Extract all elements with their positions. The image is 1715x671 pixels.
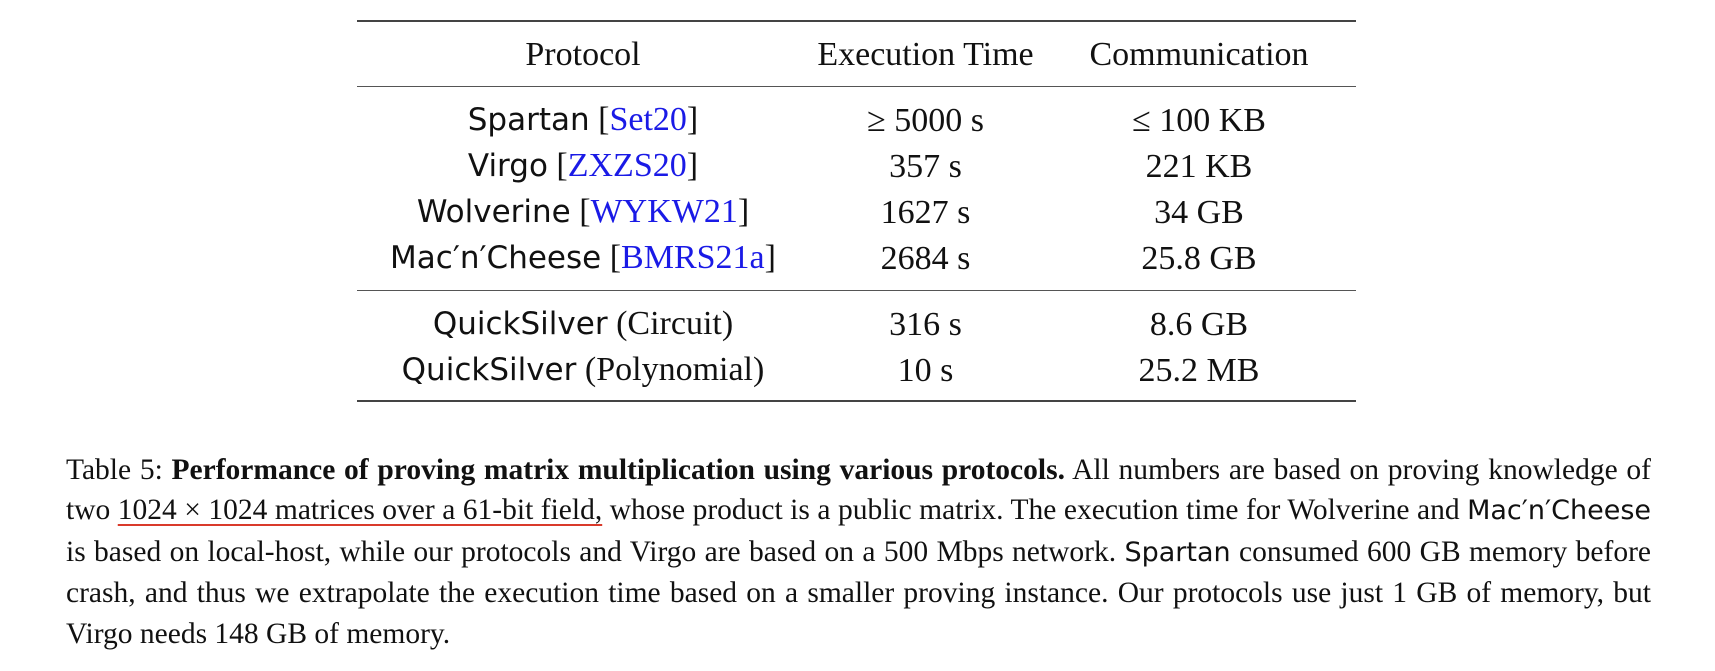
protocol-name: Spartan — [467, 102, 590, 138]
table-group-baselines: Spartan [Set20] ≥ 5000 s ≤ 100 KB Virgo … — [357, 87, 1356, 291]
caption-text: whose product is a public matrix. The ex… — [609, 494, 1281, 526]
time-cell: 1627 s — [880, 193, 971, 231]
protocol-name: Mac′n′Cheese — [390, 240, 602, 276]
time-cell: 2684 s — [880, 239, 971, 277]
comm-cell: 25.8 GB — [1141, 239, 1257, 277]
caption-text: is based on local-host, while our protoc… — [66, 535, 1117, 568]
comm-cell: 8.6 GB — [1042, 290, 1356, 347]
citation-link[interactable]: WYKW21 — [590, 193, 738, 230]
time-cell: 316 s — [809, 290, 1042, 347]
time-cell: 10 s — [897, 351, 954, 389]
header-protocol: Protocol — [357, 21, 809, 87]
table-row: Virgo [ZXZS20] 357 s 221 KB — [357, 143, 1356, 189]
header-communication: Communication — [1042, 21, 1356, 87]
caption-text: All numbers are based on proving knowled… — [66, 453, 1652, 527]
protocol-cell: QuickSilver (Circuit) — [357, 290, 809, 347]
protocol-name: Wolverine — [416, 194, 571, 230]
caption-label: Table 5: — [66, 453, 163, 486]
protocol-variant: (Circuit) — [616, 305, 734, 342]
time-cell: ≥ 5000 s — [867, 101, 984, 139]
citation-link[interactable]: ZXZS20 — [567, 147, 687, 184]
table-group-quicksilver: QuickSilver (Circuit) 316 s 8.6 GB Quick… — [357, 290, 1356, 402]
highlighted-text: 1024 × 1024 matrices over a 61-bit field… — [117, 494, 603, 526]
header-execution-time: Execution Time — [809, 21, 1042, 87]
protocol-cell: Spartan [Set20] — [467, 101, 699, 138]
time-cell: 357 s — [889, 147, 962, 185]
comm-cell: ≤ 100 KB — [1132, 101, 1266, 139]
caption-text: consumed 600 GB memory before crash, and… — [66, 535, 1651, 650]
protocol-cell: Wolverine [WYKW21] — [416, 193, 750, 230]
table-row: Spartan [Set20] ≥ 5000 s ≤ 100 KB — [357, 87, 1356, 144]
comm-cell: 221 KB — [1145, 147, 1253, 185]
comm-cell: 25.2 MB — [1138, 351, 1260, 389]
table-header-row: Protocol Execution Time Communication — [357, 21, 1356, 87]
protocol-variant: (Polynomial) — [584, 351, 765, 388]
table-caption: Table 5: Performance of proving matrix m… — [66, 450, 1651, 655]
performance-table: Protocol Execution Time Communication Sp… — [357, 20, 1356, 402]
citation-link[interactable]: Set20 — [609, 101, 687, 138]
protocol-name: QuickSilver — [401, 352, 577, 388]
protocol-name: QuickSilver — [432, 306, 608, 342]
protocol-name: Virgo — [467, 148, 548, 184]
table-row: Mac′n′Cheese [BMRS21a] 2684 s 25.8 GB — [357, 235, 1356, 291]
citation-link[interactable]: BMRS21a — [621, 239, 765, 276]
caption-sans-name: Mac′n′Cheese — [1467, 495, 1652, 526]
table-row: Wolverine [WYKW21] 1627 s 34 GB — [357, 189, 1356, 235]
table-row: QuickSilver (Circuit) 316 s 8.6 GB — [357, 290, 1356, 347]
protocol-cell: Virgo [ZXZS20] — [467, 147, 699, 184]
protocol-cell: Mac′n′Cheese [BMRS21a] — [390, 239, 776, 276]
comm-cell: 34 GB — [1154, 193, 1244, 231]
table-row: QuickSilver (Polynomial) 10 s 25.2 MB — [357, 347, 1356, 401]
caption-sans-name: Spartan — [1124, 536, 1231, 568]
caption-text: Wolverine — [1287, 494, 1410, 526]
caption-text: and — [1416, 494, 1460, 526]
protocol-cell: QuickSilver (Polynomial) — [357, 347, 809, 401]
caption-title: Performance of proving matrix multiplica… — [171, 453, 1065, 486]
